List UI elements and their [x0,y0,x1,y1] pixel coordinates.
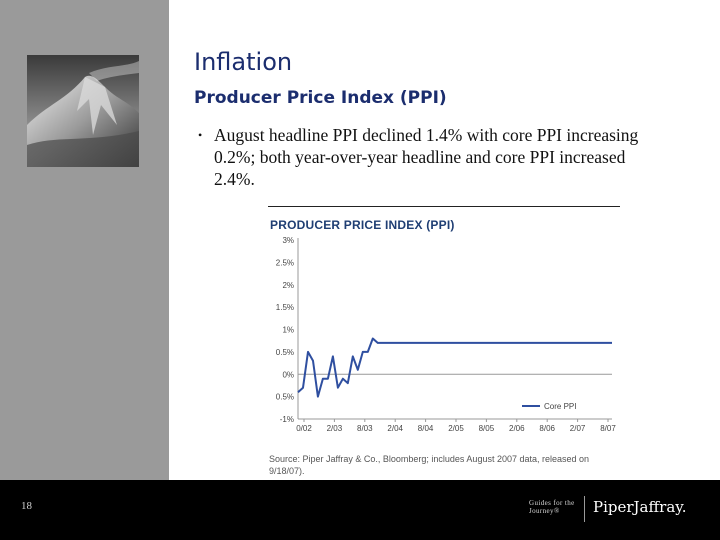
y-tick-label: 0.5% [276,393,294,402]
bullet-point: • August headline PPI declined 1.4% with… [198,124,668,190]
chart-top-rule [268,206,620,207]
bullet-dot-icon: • [198,128,203,142]
x-tick-label: 8/03 [357,424,373,433]
x-tick-label: 8/07 [600,424,616,433]
footer-bar: 18 Guides for the Journey® PiperJaffray. [0,480,720,540]
page-subtitle: Producer Price Index (PPI) [194,88,447,108]
x-tick-label: 2/06 [509,424,525,433]
y-tick-label: 1% [282,326,294,335]
chart-title: PRODUCER PRICE INDEX (PPI) [270,218,455,232]
x-tick-label: 0/02 [296,424,312,433]
mountain-icon [27,55,139,167]
brand-divider [584,496,585,522]
y-tick-label: 1.5% [276,303,294,312]
y-tick-label: 2% [282,281,294,290]
y-tick-label: 0.5% [276,348,294,357]
ppi-line-chart: 3% 2.5% 2% 1.5% 1% 0.5% 0% 0.5% -1%0/02 2/03 8/03 2… [276,236,617,433]
y-tick-label: 0% [282,370,294,379]
x-tick-label: 2/07 [570,424,586,433]
y-tick-label: -1% [280,415,294,424]
x-tick-label: 2/05 [448,424,464,433]
page-title: Inflation [194,48,293,76]
page-number: 18 [21,500,32,512]
legend-label-core-ppi: Core PPI [544,402,576,411]
x-tick-label: 8/05 [479,424,495,433]
y-tick-label: 3% [282,236,294,245]
x-tick-label: 2/04 [387,424,403,433]
x-tick-label: 2/03 [327,424,343,433]
mountain-peak-photo [27,55,139,167]
brand-logo: PiperJaffray. [593,498,687,516]
left-sidebar-band [0,0,169,480]
x-tick-label: 8/04 [418,424,434,433]
source-note: Source: Piper Jaffray & Co., Bloomberg; … [269,454,590,476]
x-tick-label: 8/06 [539,424,555,433]
footer-tagline: Guides for the Journey® [529,499,575,515]
bullet-text: August headline PPI declined 1.4% with c… [214,125,639,189]
core-ppi-line [297,337,612,398]
y-tick-label: 2.5% [276,258,294,267]
